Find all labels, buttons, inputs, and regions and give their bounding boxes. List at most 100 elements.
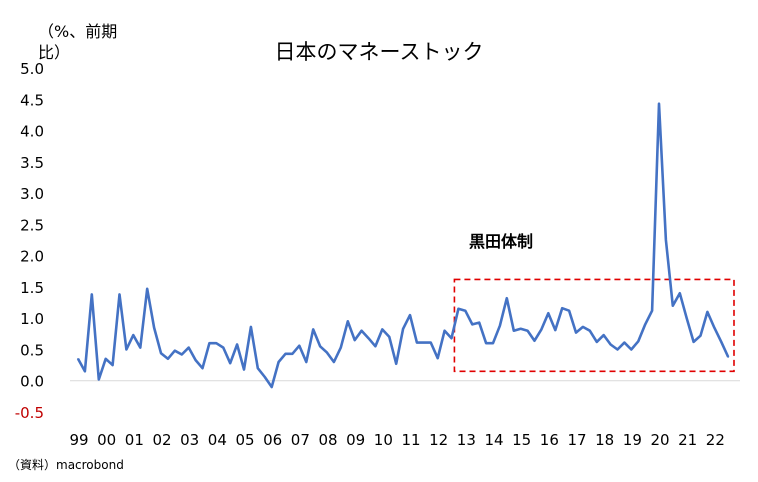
data-point [443,329,446,332]
data-point [174,349,176,352]
data-point [284,353,287,355]
x-tick-label: 04 [208,431,227,449]
data-point [243,368,245,371]
data-point [416,341,418,344]
data-point [118,293,121,296]
y-tick-label: 0.5 [20,341,44,359]
data-point [98,378,100,381]
data-point [423,341,425,344]
data-point [298,344,301,347]
data-point [208,342,211,345]
x-tick-label: 13 [457,431,476,449]
data-point [582,326,584,328]
data-point [201,367,204,370]
data-point [609,343,612,346]
data-point [91,293,93,296]
y-tick-label: 5.0 [20,60,44,78]
data-point [167,358,169,360]
data-point [353,339,356,341]
x-tick-label: 07 [291,431,310,449]
x-tick-label: 15 [512,431,531,449]
x-axis-ticks: 99 00 01 02 03 04 05 06 07 08 09 10 11 12 13 14 15 16 17 18… [69,431,724,449]
data-point [409,314,411,316]
data-point [333,361,335,363]
x-tick-label: 19 [623,431,642,449]
data-point [111,364,114,366]
data-point [706,311,709,313]
y-tick-label: 4.5 [20,91,44,109]
data-point [312,328,315,331]
x-tick-label: 16 [540,431,559,449]
data-point [257,367,259,370]
y-tick-label: 3.5 [20,154,44,172]
data-point [388,336,391,338]
data-point [146,288,148,290]
x-tick-label: 21 [678,431,697,449]
data-point [340,346,342,349]
data-point [104,358,107,360]
data-point [478,321,481,324]
data-point [547,312,550,315]
data-point [630,348,633,351]
data-point [450,337,453,340]
y-tick-label: 3.0 [20,185,44,203]
data-point [436,357,439,360]
data-point [616,348,619,351]
data-point [533,339,536,342]
data-point [395,363,398,365]
y-tick-label: 2.5 [20,216,44,234]
data-point [519,328,522,330]
chart-title: 日本のマネーストック [274,40,484,64]
data-point [685,317,688,320]
data-point [727,356,729,358]
data-point [215,342,218,345]
data-point [506,297,508,300]
data-point [651,309,653,312]
y-tick-label: 1.0 [20,310,44,328]
x-tick-label: 17 [567,431,586,449]
x-tick-label: 11 [401,431,420,449]
data-point [513,329,515,332]
data-point [347,320,349,323]
data-point [499,324,501,327]
data-point [672,304,674,307]
data-point [692,341,695,343]
x-tick-label: 05 [235,431,254,449]
data-point [360,329,363,332]
data-point [720,341,723,343]
data-point [132,334,135,336]
x-tick-label: 06 [263,431,282,449]
data-point [181,353,183,356]
data-point [194,359,197,361]
data-point [381,328,384,331]
data-point [658,102,660,105]
y-axis-ticks: 5.0 4.5 4.0 3.5 3.0 2.5 2.0 1.5 1.0 0.5 0.0 -0.5 [15,60,44,422]
data-point [596,341,598,343]
data-point [602,334,605,336]
kuroda-annotation: 黒田体制 [469,232,534,251]
data-point [84,370,86,373]
data-point [160,352,162,355]
x-tick-label: 00 [97,431,116,449]
y-tick-label: 1.5 [20,279,44,297]
y-tick-label: 0.0 [20,373,44,391]
x-tick-label: 12 [429,431,448,449]
data-point [561,307,563,310]
data-point [430,341,432,344]
data-point [485,342,487,345]
data-point [575,331,577,334]
data-point [457,308,460,310]
x-tick-label: 09 [346,431,365,449]
data-point [402,328,404,330]
y-tick-label: 4.0 [20,123,44,141]
data-point [492,342,494,345]
data-point [589,329,591,332]
x-tick-label: 01 [125,431,144,449]
data-point [367,337,370,340]
x-tick-label: 22 [706,431,725,449]
data-point [153,326,155,329]
data-point [637,340,640,343]
data-point [540,328,543,331]
data-point [699,334,702,337]
